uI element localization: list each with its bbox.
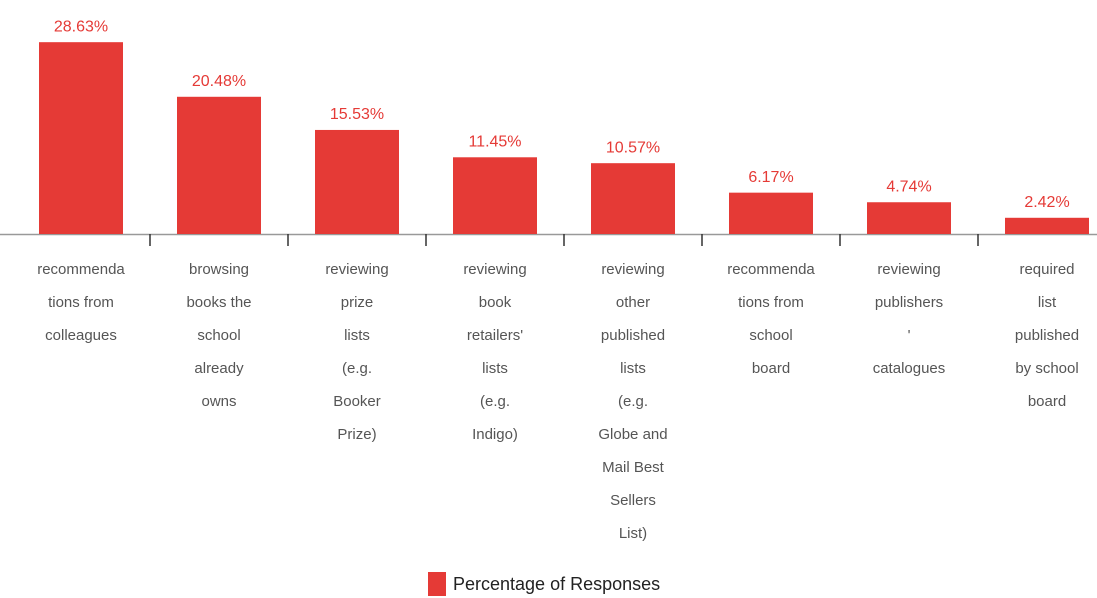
x-tick-label: already [194,360,244,377]
bar [591,163,675,234]
x-tick-label: required [1019,261,1074,278]
bar [729,192,813,234]
x-tick-label: publishers [875,294,943,311]
x-tick-label: owns [201,393,236,410]
x-tick-label: book [479,294,512,311]
x-tick-label: reviewing [601,261,664,278]
x-tick-label: Prize) [337,426,376,443]
legend-label: Percentage of Responses [453,574,660,594]
x-tick-label: (e.g. [480,393,510,410]
x-tick-label: by school [1015,360,1078,377]
bar [177,96,261,234]
x-tick-label: books the [186,294,251,311]
x-tick-label: colleagues [45,327,117,344]
x-tick-label: ' [908,327,911,344]
x-tick-label: Booker [333,393,381,410]
x-tick-label: Sellers [610,492,656,509]
bar [867,202,951,234]
x-tick-label: published [601,327,665,344]
x-tick-label: lists [344,327,370,344]
x-tick-label: recommenda [727,261,815,278]
x-tick-label: retailers' [467,327,523,344]
x-tick-label: reviewing [325,261,388,278]
value-label: 20.48% [192,73,246,90]
bar [453,157,537,234]
x-tick-label: board [1028,393,1066,410]
x-tick-label: published [1015,327,1079,344]
bar [315,129,399,234]
value-label: 4.74% [886,178,931,195]
x-tick-label: other [616,294,650,311]
x-tick-label: reviewing [877,261,940,278]
x-tick-label: browsing [189,261,249,278]
x-tick-label: tions from [48,294,114,311]
x-tick-label: school [197,327,240,344]
x-tick-label: (e.g. [342,360,372,377]
x-tick-label: List) [619,525,647,542]
x-tick-label: Globe and [598,426,667,443]
x-tick-label: recommenda [37,261,125,278]
value-label: 11.45% [468,134,521,151]
x-tick-label: board [752,360,790,377]
x-tick-label: Mail Best [602,459,665,476]
bar [1005,217,1089,234]
x-tick-label: catalogues [873,360,946,377]
x-tick-label: lists [620,360,646,377]
value-label: 28.63% [54,18,108,35]
x-tick-label: prize [341,294,374,311]
x-tick-label: list [1038,294,1057,311]
x-tick-label: (e.g. [618,393,648,410]
x-tick-label: school [749,327,792,344]
value-label: 10.57% [606,139,660,156]
value-label: 15.53% [330,106,384,123]
x-tick-label: reviewing [463,261,526,278]
legend-swatch [428,572,446,596]
bar [39,42,123,234]
value-label: 6.17% [748,169,793,186]
x-tick-label: lists [482,360,508,377]
x-tick-label: Indigo) [472,426,518,443]
value-label: 2.42% [1024,194,1069,211]
x-tick-label: tions from [738,294,804,311]
